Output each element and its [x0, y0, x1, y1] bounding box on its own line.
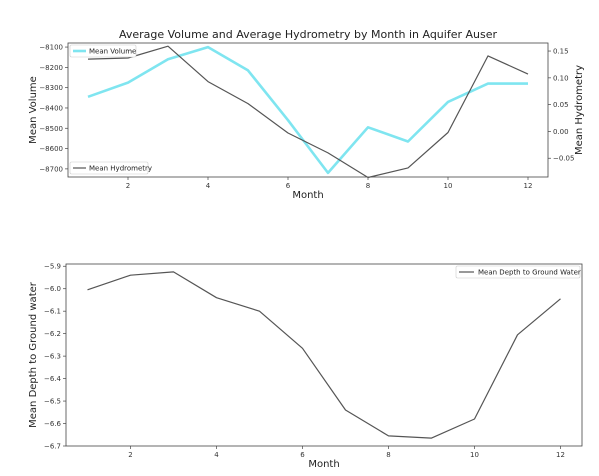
chart-1-series-volume-line: [87, 45, 528, 175]
chart-2-plot-area: [65, 263, 583, 447]
chart-1-y-tick-label: −8400: [39, 104, 63, 112]
chart-1: Average Volume and Average Hydrometry by…: [28, 28, 585, 201]
chart-1-y2-axis-label: Mean Hydrometry: [574, 65, 585, 155]
chart-1-y2-tick-label: 0.15: [553, 48, 569, 56]
chart-1-y2-tick-label: −0.05: [553, 155, 574, 163]
chart-2: 2 4 6 8 10 12 −5.9 −6.0 −6.1 −6.2 −6.3 −6.4 −6.5 −6.6…: [28, 263, 583, 470]
chart-2-x-tick-label: 12: [556, 451, 565, 459]
chart-1-y-tick-label: −8700: [39, 165, 63, 173]
chart-1-y-tick-label: −8500: [39, 125, 63, 133]
chart-2-y-axis-label: Mean Depth to Ground water: [28, 281, 39, 428]
chart-2-y-tick-label: −5.9: [44, 263, 61, 271]
chart-1-y2-tick-label: 0.00: [553, 128, 569, 136]
legend-box: [69, 161, 149, 175]
legend-label-volume: Mean Volume: [89, 48, 136, 56]
chart-1-legend-hydrometry: Mean Hydrometry: [69, 161, 152, 175]
chart-2-series-depth-line: [87, 271, 561, 439]
chart-1-y2-tick-label: 0.05: [553, 101, 569, 109]
chart-1-legend-volume: Mean Volume: [69, 44, 137, 58]
chart-1-x-tick-label: 2: [126, 182, 130, 190]
chart-1-y-tick-label: −8300: [39, 84, 63, 92]
chart-1-series-hydrometry-line: [87, 45, 529, 179]
chart-2-y-tick-label: −6.1: [44, 308, 61, 316]
chart-2-x-tick-label: 6: [300, 451, 305, 459]
chart-1-x-tick-label: 8: [366, 182, 370, 190]
chart-2-y-tick-label: −6.7: [44, 443, 61, 451]
chart-2-legend: Mean Depth to Ground Water: [455, 265, 581, 279]
chart-2-y-tick-label: −6.2: [44, 330, 61, 338]
legend-box: [69, 44, 137, 58]
chart-1-x-axis-label: Month: [292, 190, 323, 201]
chart-1-y2-tick-label: 0.10: [553, 74, 569, 82]
chart-2-x-tick-label: 8: [386, 451, 390, 459]
chart-2-x-tick-label: 2: [128, 451, 132, 459]
chart-2-y-tick-label: −6.5: [44, 398, 61, 406]
chart-1-x-tick-label: 12: [524, 182, 533, 190]
chart-1-x-tick-label: 6: [286, 182, 291, 190]
chart-2-y-tick-label: −6.4: [44, 375, 62, 383]
chart-2-x-axis-label: Month: [308, 459, 339, 470]
chart-2-y-tick-label: −6.6: [44, 420, 62, 428]
chart-1-y-tick-label: −8600: [39, 145, 63, 153]
legend-label-depth: Mean Depth to Ground Water: [478, 269, 581, 277]
chart-1-y-axis-label: Mean Volume: [28, 76, 39, 144]
chart-2-y-tick-label: −6.0: [44, 285, 61, 293]
chart-2-y-tick-label: −6.3: [44, 353, 61, 361]
chart-1-plot-area: [67, 42, 549, 178]
chart-2-x-tick-label: 10: [470, 451, 479, 459]
chart-1-title: Average Volume and Average Hydrometry by…: [119, 28, 498, 41]
chart-1-x-tick-label: 10: [444, 182, 453, 190]
legend-box: [455, 265, 581, 279]
chart-1-y-tick-label: −8200: [39, 64, 63, 72]
chart-1-x-tick-label: 4: [206, 182, 211, 190]
chart-1-y-tick-label: −8100: [39, 44, 63, 52]
chart-2-x-tick-label: 4: [214, 451, 219, 459]
legend-label-hydrometry: Mean Hydrometry: [89, 165, 152, 173]
